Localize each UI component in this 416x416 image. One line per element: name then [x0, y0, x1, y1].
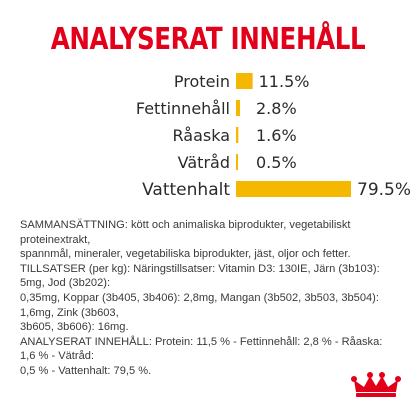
composition-line: 3b605, 3b606): 16mg.: [20, 321, 129, 334]
bar: [236, 73, 253, 89]
crown-icon: [351, 372, 401, 397]
category-label: Protein: [174, 72, 230, 91]
value-label: 79.5%: [357, 180, 411, 200]
value-label: 0.5%: [256, 153, 297, 172]
bar: [236, 127, 239, 143]
page-title: ANALYSERAT INNEHÅLL: [50, 22, 366, 57]
bar: [236, 100, 241, 116]
composition-line: ANALYSERAT INNEHÅLL: Protein: 11,5 % - F…: [20, 335, 383, 363]
bar: [236, 181, 351, 197]
composition-line: 0,35mg, Koppar (3b405, 3b406): 2,8mg, Ma…: [20, 291, 379, 319]
category-label: Vattenhalt: [142, 180, 230, 200]
composition-line: spannmål, mineraler, vegetabiliska bipro…: [20, 248, 351, 261]
nutrition-bar-chart: Protein 11.5% Fettinnehåll 2.8% Råaska 1.6% Vä…: [136, 72, 411, 200]
composition-text: SAMMANSÄTTNING: kött och animaliska bipr…: [20, 218, 398, 379]
category-label: Fettinnehåll: [136, 99, 230, 118]
category-label: Vätråd: [178, 153, 230, 172]
value-label: 2.8%: [256, 99, 297, 118]
value-label: 1.6%: [256, 126, 297, 145]
composition-line: SAMMANSÄTTNING: kött och animaliska bipr…: [20, 219, 351, 246]
composition-line: TILLSATSER (per kg): Näringstillsatser: …: [20, 262, 380, 290]
value-label: 11.5%: [259, 72, 310, 91]
bar: [236, 154, 238, 170]
composition-line: 0,5 % - Vattenhalt: 79,5 %.: [20, 364, 152, 377]
category-label: Råaska: [173, 126, 231, 145]
